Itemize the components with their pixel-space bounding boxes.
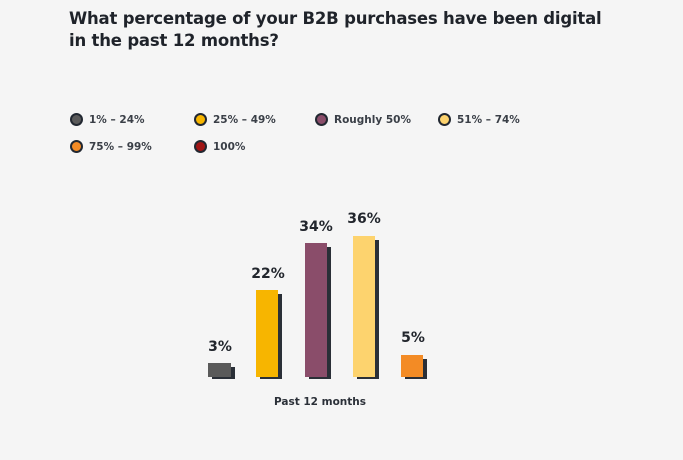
legend-label: 75% – 99% <box>89 140 152 153</box>
bar-value-label: 5% <box>401 330 425 346</box>
legend-item-25-49: 25% – 49% <box>194 113 276 126</box>
legend-label: Roughly 50% <box>334 113 411 126</box>
legend-swatch-icon <box>438 113 451 126</box>
legend-label: 25% – 49% <box>213 113 276 126</box>
legend-swatch-icon <box>70 140 83 153</box>
chart-title: What percentage of your B2B purchases ha… <box>69 8 629 52</box>
legend-label: 100% <box>213 140 246 153</box>
legend-item-1-24: 1% – 24% <box>70 113 145 126</box>
legend-swatch-icon <box>315 113 328 126</box>
x-axis-label: Past 12 months <box>273 396 367 408</box>
bar-value-label: 22% <box>251 266 285 282</box>
legend-label: 1% – 24% <box>89 113 145 126</box>
bar-value-label: 36% <box>347 211 381 227</box>
legend-swatch-icon <box>194 113 207 126</box>
title-line-1: What percentage of your B2B purchases ha… <box>69 9 602 28</box>
legend-item-roughly-50: Roughly 50% <box>315 113 411 126</box>
bar-value-label: 3% <box>208 339 232 355</box>
bar-value-label: 34% <box>299 219 333 235</box>
legend-swatch-icon <box>194 140 207 153</box>
legend-item-75-99: 75% – 99% <box>70 140 152 153</box>
title-line-2: in the past 12 months? <box>69 31 279 50</box>
legend-label: 51% – 74% <box>457 113 520 126</box>
legend-item-51-74: 51% – 74% <box>438 113 520 126</box>
legend-swatch-icon <box>70 113 83 126</box>
legend-item-100: 100% <box>194 140 245 153</box>
